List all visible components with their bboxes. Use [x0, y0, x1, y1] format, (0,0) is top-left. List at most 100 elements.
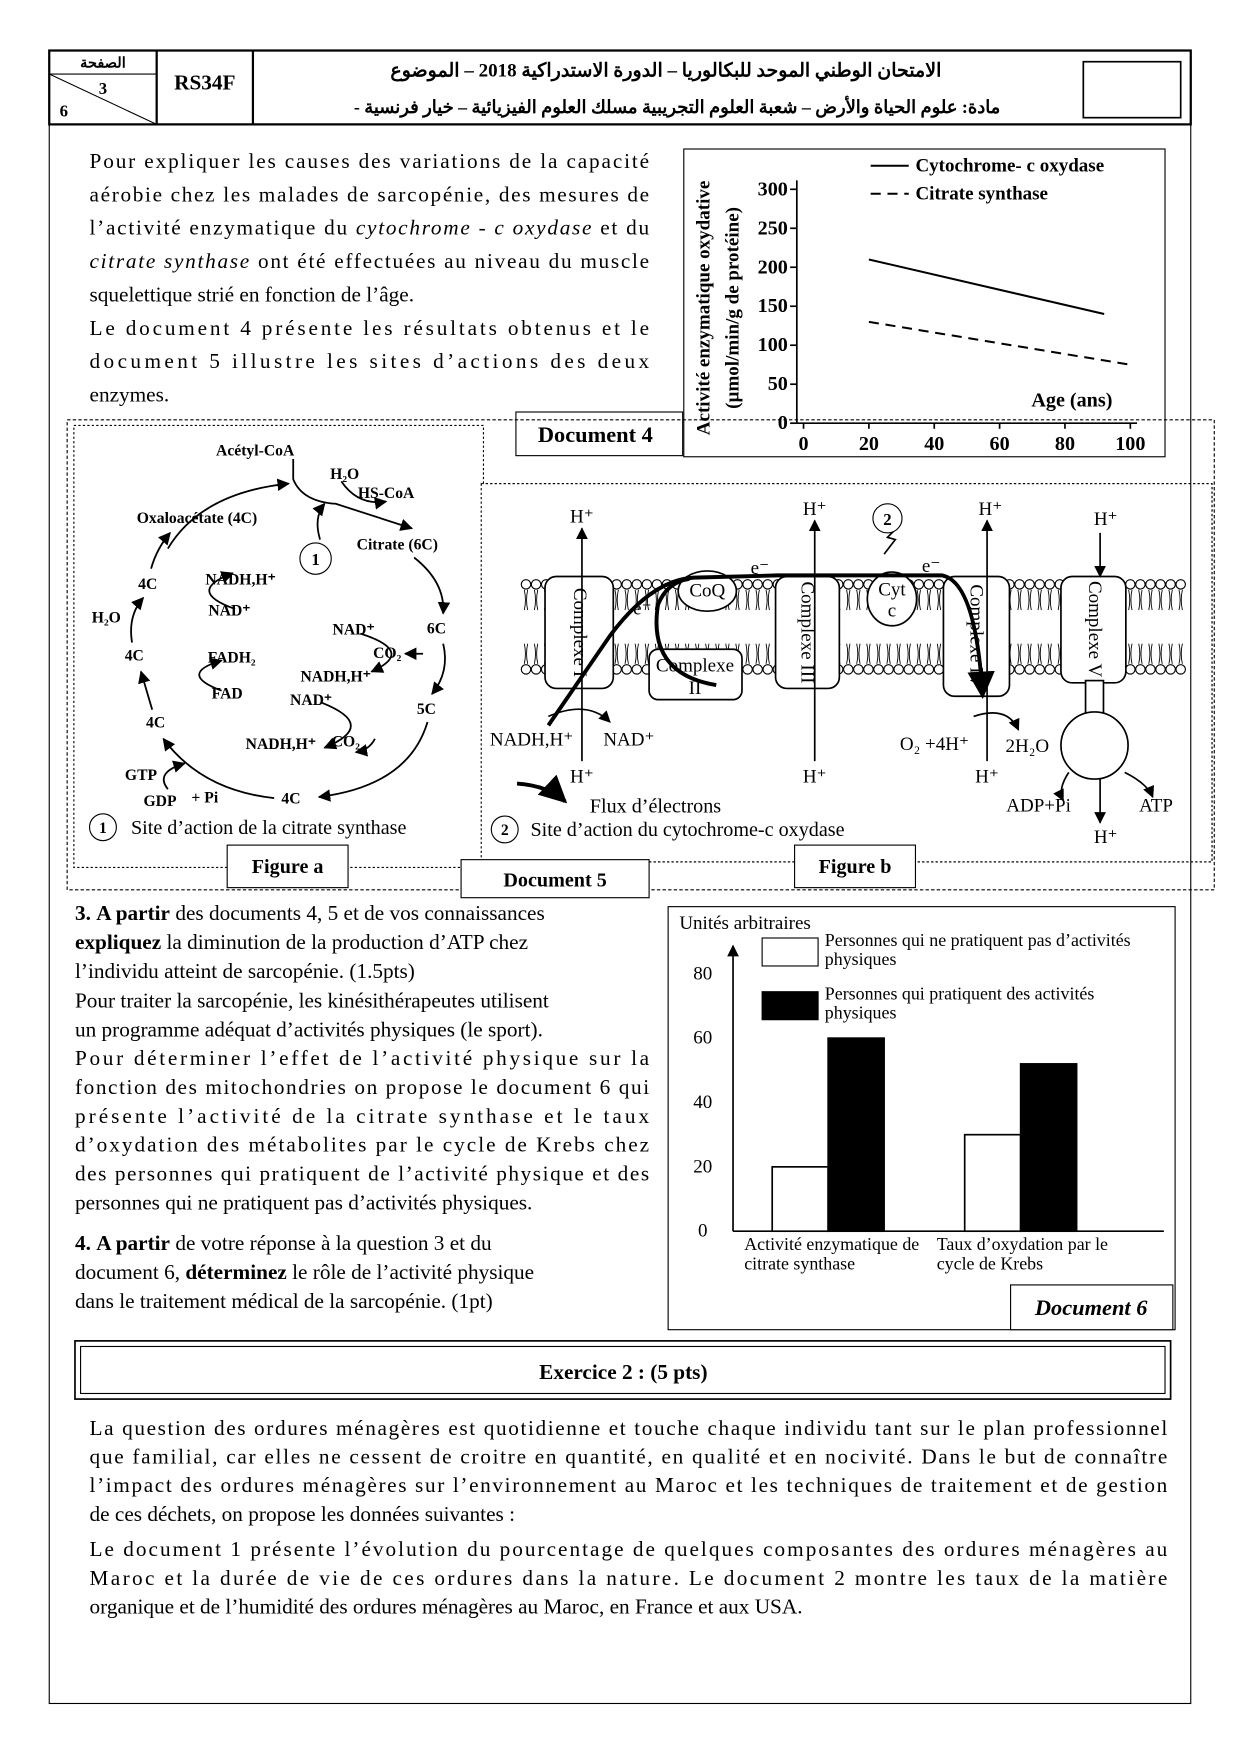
- document-label-box: [1010, 1284, 1174, 1331]
- paragraph-line: organique et de l’humidité des ordures m…: [90, 1595, 803, 1619]
- paragraph-line: citrate synthase ont été effectuées au n…: [90, 249, 650, 273]
- lipid-head: [742, 579, 753, 590]
- lipid-head: [883, 664, 894, 675]
- lipid-head: [520, 579, 532, 590]
- cycle-label: + Pi: [191, 790, 218, 807]
- cycle-label: HS-CoA: [358, 485, 415, 502]
- site-marker: [872, 503, 903, 534]
- membrane-label: ADP+Pi: [1006, 795, 1071, 816]
- line-series: [868, 258, 1105, 316]
- cycle-label: 4C: [125, 647, 144, 664]
- cycle-label: NAD⁺: [208, 603, 250, 620]
- site-number: 1: [99, 820, 107, 837]
- text-segment: expliquez: [75, 930, 161, 954]
- x-tick-label-box: Taux d’oxydation par le cycle de Krebs: [936, 1235, 1109, 1274]
- lipid-head: [752, 579, 763, 590]
- text-segment: 4.: [75, 1231, 96, 1255]
- cycle-label: 4C: [281, 791, 300, 808]
- cycle-label: NAD⁺: [290, 692, 332, 709]
- text-segment: ont été effectuées au niveau du muscle: [251, 249, 649, 273]
- cycle-label: H₂O: [330, 466, 359, 483]
- question-line: document 6, déterminez le rôle de l’acti…: [75, 1260, 534, 1284]
- lipid-head: [762, 579, 773, 590]
- membrane-label: NAD⁺: [603, 729, 654, 750]
- lipid-tail: [916, 589, 921, 664]
- lipid-head: [530, 664, 542, 675]
- text-segment: de votre réponse à la question 3 et du: [170, 1231, 492, 1255]
- site-marker: [299, 542, 332, 575]
- legend-label: Citrate synthase: [915, 183, 1048, 204]
- cycle-label: NAD⁺: [333, 622, 375, 639]
- membrane-label: Cyt: [878, 579, 906, 600]
- lipid-head: [893, 664, 904, 675]
- exercise-title-box: [80, 1345, 1166, 1395]
- lipid-tail: [1148, 589, 1153, 664]
- lipid-head: [1044, 579, 1056, 590]
- membrane-label: H⁺: [1094, 509, 1118, 530]
- cycle-label: H₂O: [92, 609, 121, 626]
- lipid-head: [1024, 579, 1035, 590]
- membrane-label: Complexe III: [796, 582, 817, 684]
- lipid-head: [752, 664, 763, 675]
- lipid-head: [933, 579, 945, 590]
- membrane-label: NADH,H⁺: [490, 729, 573, 750]
- cycle-label: Acétyl-CoA: [216, 443, 295, 460]
- lipid-head: [520, 664, 532, 675]
- question-line: expliquez la diminution de la production…: [75, 930, 528, 954]
- figure-label: Figure a: [252, 856, 324, 878]
- text-segment: la diminution de la production d’ATP che…: [161, 930, 528, 954]
- x-tick-label: 80: [1055, 433, 1075, 455]
- lipid-tail: [1168, 589, 1173, 664]
- document-label: Document 4: [538, 422, 653, 447]
- lipid-head: [1175, 664, 1186, 675]
- lipid-head: [1125, 579, 1136, 590]
- membrane-label: Complexe IV: [965, 584, 986, 687]
- lipid-tail: [926, 589, 931, 664]
- lipid-head: [1014, 664, 1025, 675]
- legend-label: Personnes qui pratiquent des activités p…: [824, 984, 1095, 1024]
- paragraph-line: que familial, car elles ne cessent de cr…: [90, 1445, 1168, 1469]
- lipid-tail: [856, 589, 861, 664]
- membrane-label: c: [888, 601, 896, 622]
- text-segment: le rôle de l’activité physique: [287, 1260, 534, 1284]
- lipid-tail: [523, 589, 529, 664]
- text-segment: des documents 4, 5 et de vos connaissanc…: [170, 901, 545, 925]
- figure-caption: Site d’action du cytochrome-c oxydase: [530, 819, 844, 841]
- question-line: dans le traitement médical de la sarcopé…: [75, 1289, 493, 1313]
- cycle-label: NADH,H⁺: [246, 736, 316, 753]
- paragraph-line: d’oxydation des métabolites par le cycle…: [75, 1133, 649, 1157]
- x-tick-label: 20: [859, 433, 879, 455]
- cycle-label: GTP: [125, 767, 158, 784]
- lipid-head: [873, 664, 884, 675]
- x-tick-label-box: Activité enzymatique de citrate synthase: [744, 1236, 919, 1274]
- lipid-head: [1145, 664, 1156, 675]
- header-frame: [48, 49, 1192, 126]
- lipid-head: [1125, 664, 1136, 675]
- y-tick-label: 0: [698, 1221, 708, 1242]
- y-tick-label: 150: [758, 295, 788, 317]
- lipid-head: [923, 579, 935, 590]
- lipid-head: [1024, 664, 1035, 675]
- legend-label: Flux d’électrons: [590, 796, 722, 818]
- page-label: الصفحة: [80, 55, 126, 71]
- cycle-label: 5C: [417, 701, 436, 718]
- lipid-head: [631, 664, 643, 675]
- paragraph-line: Pour expliquer les causes des variations…: [90, 149, 650, 173]
- x-tick-label: Taux d’oxydation par le cycle de Krebs: [936, 1235, 1109, 1274]
- y-axis-label: Activité enzymatique oxydative: [694, 181, 715, 436]
- lipid-tail: [1047, 589, 1052, 664]
- chart-frame: [667, 906, 1176, 1331]
- paragraph-line: La question des ordures ménagères est qu…: [90, 1416, 1168, 1440]
- header-title: الامتحان الوطني الموحد للبكالوريا – الدو…: [390, 60, 941, 82]
- question-line: l’individu atteint de sarcopénie. (1.5pt…: [75, 959, 415, 983]
- lipid-head: [1135, 579, 1146, 590]
- cycle-label: Oxaloacétate (4C): [137, 510, 257, 527]
- membrane-label: e⁻: [922, 556, 940, 577]
- bar: [1019, 1063, 1078, 1233]
- legend-label-box: Personnes qui pratiquent des activités p…: [824, 984, 1095, 1024]
- bar: [827, 1037, 885, 1233]
- paragraph-line: enzymes.: [90, 382, 170, 406]
- membrane-label: H⁺: [570, 766, 594, 787]
- membrane-label: e⁻: [751, 558, 769, 579]
